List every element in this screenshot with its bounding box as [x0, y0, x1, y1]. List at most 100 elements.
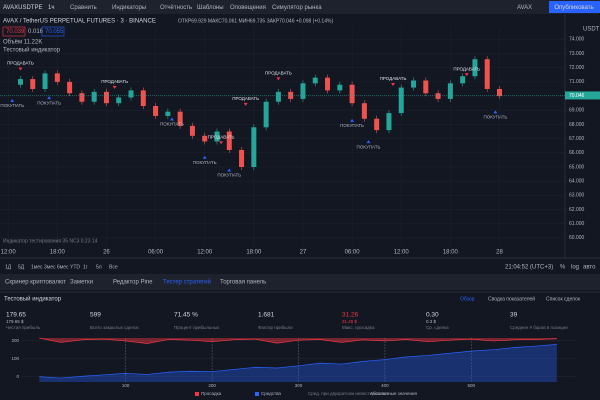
candle [300, 83, 306, 99]
metric-label: Процент прибыльных [174, 325, 220, 330]
signal-arrow [227, 168, 232, 172]
candle [325, 77, 331, 91]
y-tick-label: 71.000 [569, 79, 585, 85]
x-tick-label: 26 [103, 250, 110, 256]
ask-box[interactable] [41, 26, 65, 37]
x-tick-label: 27 [300, 250, 307, 256]
x-tick-label: 12:00 [1, 250, 17, 256]
mode-select[interactable]: Абсолютные значения [370, 391, 417, 396]
y-tick-label: 66.000 [569, 150, 585, 156]
y-tick-label: 67.000 [569, 136, 585, 142]
toolbar-item[interactable]: Шаблоны [197, 5, 224, 11]
bottom-tab[interactable]: Скринер криптовалют [5, 280, 66, 286]
candle [398, 87, 404, 114]
panel-tab[interactable]: Список сделок [546, 296, 581, 302]
layout[interactable]: AVAX [517, 5, 532, 11]
range-button[interactable]: 6мес [57, 264, 69, 270]
candle [165, 111, 171, 116]
candle [239, 149, 245, 167]
signal-label: ПОКУПАТЬ [37, 100, 61, 105]
log-toggle[interactable]: log [571, 265, 579, 271]
range-button[interactable]: YTD [70, 264, 80, 270]
clock: 21:04:52 (UTC+3) [505, 265, 553, 271]
y-tick-label: 69.000 [569, 108, 585, 114]
auto-toggle[interactable]: авто [583, 265, 596, 271]
signal-label: ПРОДАВАТЬ [453, 66, 480, 71]
candle [435, 93, 441, 99]
panel-tab[interactable]: Обзор [460, 296, 475, 302]
y-tick-label: 73.000 [569, 51, 585, 57]
candle [496, 88, 502, 97]
publish-button[interactable] [549, 1, 600, 13]
metric-label: Чистая прибыль [6, 325, 41, 330]
candle [251, 127, 257, 167]
y-tick-label: 64.000 [569, 179, 585, 185]
series-line [39, 344, 557, 379]
range-button[interactable]: 3мес [44, 264, 56, 270]
y-tick-label: 200 [11, 338, 19, 343]
metric-value: 71.45 % [174, 312, 198, 319]
range-button[interactable]: 5л [96, 264, 102, 270]
y-tick-label: 61.000 [569, 221, 585, 227]
ask[interactable]: 70.055 [45, 29, 64, 35]
range-button[interactable]: Все [109, 264, 118, 270]
candle [140, 90, 146, 107]
candle [349, 84, 355, 104]
signal-arrow [219, 141, 224, 145]
signal-label: ПРОДАВАТЬ [380, 76, 407, 81]
x-tick-label: 400 [381, 383, 389, 388]
bottom-tab[interactable]: Заметки [70, 280, 93, 286]
metric-value: 179.65 [6, 312, 26, 319]
candle [128, 90, 134, 98]
y-tick-label: 63.000 [569, 193, 585, 199]
toolbar-item[interactable]: Индикаторы [112, 5, 146, 11]
toolbar-item[interactable]: Симулятор рынка [272, 5, 322, 11]
series-line [39, 337, 557, 344]
candle [263, 101, 269, 128]
y-tick-label: 60.000 [569, 235, 585, 241]
toolbar-item[interactable]: Оповещения [230, 5, 266, 11]
panel-tab[interactable]: Сводка показателей [488, 295, 535, 302]
bid-box[interactable] [2, 26, 26, 37]
legend-extra: Сред. при двукратном инвестировании [308, 391, 390, 396]
tabs-bar [0, 274, 600, 290]
y-tick-label: 62.000 [569, 207, 585, 213]
symbol[interactable]: AVAXUSDTPE [3, 5, 42, 11]
bottom-tab[interactable]: Редактор Pine [113, 280, 153, 286]
last-price-label: 70.046 [569, 93, 585, 99]
range-button[interactable]: 1мес [31, 264, 43, 270]
candle [42, 73, 48, 89]
candle [79, 93, 85, 102]
candle [312, 77, 318, 84]
bottom-tab[interactable]: Торговая панель [220, 280, 266, 286]
signal-arrow [243, 102, 248, 106]
indicator-label: Тестовый индикатор [3, 47, 61, 54]
last-price-tag [565, 91, 600, 100]
y-tick-label: 68.000 [569, 122, 585, 128]
toolbar-item[interactable]: Сравнить [70, 5, 97, 11]
x-tick-label: 300 [295, 383, 303, 388]
candle [275, 91, 281, 102]
metric-sub: 31.45 $ [342, 319, 358, 324]
signal-arrow [276, 77, 281, 81]
candle [202, 135, 208, 142]
toolbar-item[interactable]: Отчётность [160, 5, 192, 11]
symbol-title: AVAX / TetherUS PERPETUAL FUTURES · 3 · … [3, 19, 156, 25]
x-tick-label: 18:00 [246, 250, 262, 256]
range-button[interactable]: 5Д [18, 264, 25, 270]
toolbar [0, 0, 600, 14]
bottom-tab[interactable]: Тестер стратегий [163, 279, 211, 286]
candle [91, 91, 97, 102]
range-button[interactable]: 1г [83, 264, 88, 270]
interval[interactable]: 1ч [48, 5, 54, 11]
metric-sub: 0.3 $ [426, 319, 437, 324]
candle [374, 118, 380, 131]
x-tick-label: 06:00 [345, 250, 361, 256]
publish-label[interactable]: Опубликовать [554, 5, 593, 11]
price-axis [565, 14, 600, 258]
price-chart: 74.00073.00072.00071.00070.00069.00068.0… [0, 14, 600, 258]
range-button[interactable]: 1Д [5, 264, 12, 270]
bid[interactable]: 70.039 [6, 29, 25, 35]
x-tick-label: 28 [496, 250, 503, 256]
percent-toggle[interactable]: % [560, 265, 566, 271]
